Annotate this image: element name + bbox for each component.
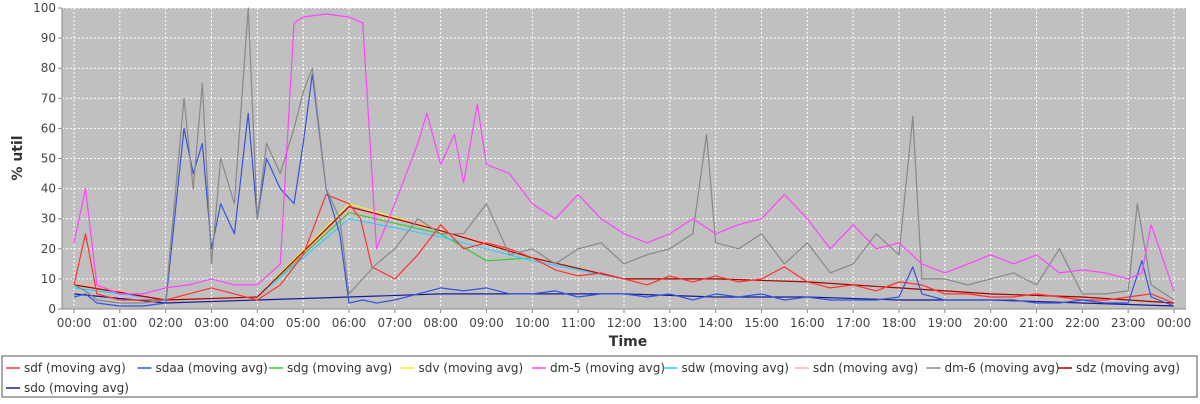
x-tick-label: 21:00	[1019, 316, 1054, 330]
x-tick-label: 09:00	[469, 316, 504, 330]
series-line-dm-5	[73, 13, 1175, 295]
x-tick-label: 01:00	[103, 316, 138, 330]
y-tick-label: 20	[41, 242, 56, 256]
x-tick-label: 22:00	[1065, 316, 1100, 330]
x-tick-label: 15:00	[744, 316, 779, 330]
x-tick-label: 00:00	[1157, 316, 1192, 330]
y-tick-label: 70	[41, 91, 56, 105]
x-tick-label: 20:00	[973, 316, 1008, 330]
series-line-sdaa	[73, 73, 1175, 307]
legend-label: sdz (moving avg)	[1076, 361, 1180, 375]
y-tick-label: 100	[33, 1, 56, 15]
y-tick-label: 50	[41, 152, 56, 166]
x-tick-label: 18:00	[882, 316, 917, 330]
legend-label: sdw (moving avg)	[682, 361, 789, 375]
series-lines	[73, 7, 1175, 307]
x-tick-label: 00:00	[57, 316, 92, 330]
legend-label: sdn (moving avg)	[813, 361, 918, 375]
y-axis-title: % util	[10, 135, 26, 180]
x-tick-label: 19:00	[928, 316, 963, 330]
series-line-dm-6	[73, 7, 1175, 304]
legend-label: sdo (moving avg)	[24, 381, 129, 395]
x-axis-title: Time	[609, 334, 647, 350]
x-tick-label: 16:00	[790, 316, 825, 330]
legend-label: dm-5 (moving avg)	[550, 361, 665, 375]
legend-box	[1, 355, 1198, 398]
x-tick-label: 12:00	[607, 316, 642, 330]
x-tick-label: 14:00	[698, 316, 733, 330]
series-line-sdf	[73, 194, 1175, 304]
x-tick-label: 23:00	[1111, 316, 1146, 330]
legend-label: sdf (moving avg)	[24, 361, 126, 375]
x-tick-label: 07:00	[378, 316, 413, 330]
y-tick-label: 10	[41, 272, 56, 286]
x-tick-label: 04:00	[240, 316, 275, 330]
legend-label: sdaa (moving avg)	[156, 361, 268, 375]
legend-label: dm-6 (moving avg)	[945, 361, 1060, 375]
legend-label: sdg (moving avg)	[287, 361, 392, 375]
y-tick-label: 0	[48, 302, 56, 316]
x-tick-label: 11:00	[561, 316, 596, 330]
axes: 0 10 20 30 40 50 60 70 80 90 100 00:00 01:00 02:00 03:…	[33, 1, 1191, 330]
y-tick-label: 90	[41, 31, 56, 45]
x-tick-label: 08:00	[423, 316, 458, 330]
x-tick-label: 02:00	[148, 316, 183, 330]
y-tick-label: 30	[41, 212, 56, 226]
x-tick-label: 17:00	[836, 316, 871, 330]
y-tick-label: 80	[41, 61, 56, 75]
y-tick-label: 60	[41, 121, 56, 135]
legend: sdf (moving avg) sdaa (moving avg) sdg (mo…	[6, 361, 1180, 395]
legend-label: sdv (moving avg)	[419, 361, 524, 375]
x-tick-label: 13:00	[653, 316, 688, 330]
x-tick-label: 05:00	[286, 316, 321, 330]
x-tick-label: 10:00	[515, 316, 550, 330]
x-tick-label: 03:00	[194, 316, 229, 330]
y-tick-label: 40	[41, 182, 56, 196]
x-tick-label: 06:00	[332, 316, 367, 330]
